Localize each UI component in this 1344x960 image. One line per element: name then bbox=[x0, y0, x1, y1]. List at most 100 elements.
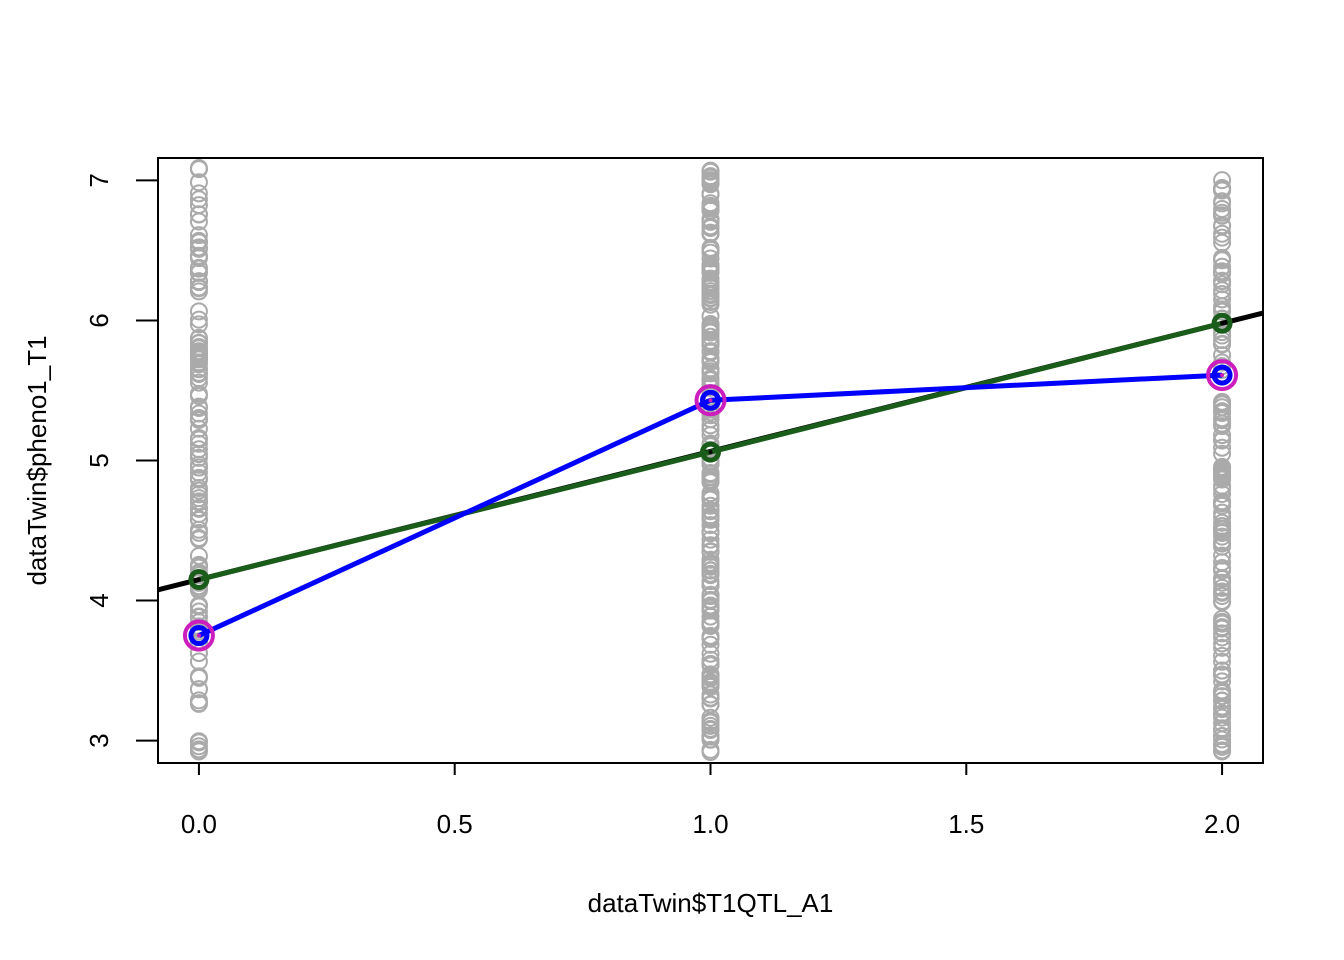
data-point bbox=[1213, 444, 1232, 463]
data-point bbox=[189, 602, 208, 621]
data-point bbox=[189, 479, 208, 498]
y-axis-label: dataTwin$pheno1_T1 bbox=[22, 335, 52, 585]
data-point bbox=[701, 288, 720, 307]
data-point bbox=[1213, 742, 1232, 761]
y-tick-label: 3 bbox=[84, 733, 114, 747]
group-mean-center bbox=[196, 633, 201, 638]
data-point bbox=[701, 629, 720, 648]
data-point bbox=[189, 485, 208, 504]
data-point bbox=[1213, 402, 1232, 421]
x-axis-label: dataTwin$T1QTL_A1 bbox=[588, 888, 834, 918]
data-point bbox=[1213, 417, 1232, 436]
data-point bbox=[701, 522, 720, 541]
data-point bbox=[701, 472, 720, 491]
raw-points bbox=[189, 158, 1232, 762]
data-point bbox=[189, 505, 208, 524]
data-point bbox=[189, 373, 208, 392]
data-point bbox=[1213, 513, 1232, 532]
data-point bbox=[1213, 672, 1232, 691]
data-point bbox=[701, 496, 720, 515]
fitted-value-point bbox=[1211, 312, 1233, 334]
data-point bbox=[189, 310, 208, 329]
data-point bbox=[1213, 469, 1232, 488]
data-point bbox=[701, 597, 720, 616]
data-point bbox=[189, 742, 208, 761]
data-point bbox=[701, 656, 720, 675]
data-point bbox=[1213, 687, 1232, 706]
x-tick-label: 1.0 bbox=[692, 809, 728, 839]
axes: 0.0 0.5 1.0 1.5 2.0 3 4 5 6 7 bbox=[84, 173, 1240, 839]
y-tick-label: 5 bbox=[84, 453, 114, 467]
data-point bbox=[1213, 251, 1232, 270]
data-point bbox=[1213, 431, 1232, 450]
data-point bbox=[189, 205, 208, 224]
data-point bbox=[1213, 619, 1232, 638]
data-point bbox=[701, 635, 720, 654]
data-point bbox=[701, 243, 720, 262]
x-tick-label: 0.0 bbox=[181, 809, 217, 839]
group-mean-point bbox=[188, 625, 210, 647]
data-point bbox=[701, 685, 720, 704]
data-point bbox=[701, 667, 720, 686]
data-point bbox=[1213, 224, 1232, 243]
data-point bbox=[1213, 583, 1232, 602]
data-point bbox=[1213, 646, 1232, 665]
data-point bbox=[189, 337, 208, 356]
data-point bbox=[1213, 534, 1232, 553]
data-point bbox=[1213, 346, 1232, 365]
data-point bbox=[189, 158, 208, 177]
data-point bbox=[701, 487, 720, 506]
data-point bbox=[1213, 393, 1232, 412]
fitted-value-center bbox=[708, 450, 713, 455]
data-point bbox=[189, 445, 208, 464]
data-point bbox=[189, 355, 208, 374]
y-tick-label: 7 bbox=[84, 173, 114, 187]
data-point bbox=[1213, 592, 1232, 611]
data-point bbox=[1213, 199, 1232, 218]
data-point bbox=[1213, 438, 1232, 457]
data-point bbox=[1213, 281, 1232, 300]
data-point bbox=[701, 342, 720, 361]
data-point bbox=[189, 246, 208, 265]
data-point bbox=[1213, 546, 1232, 565]
data-point bbox=[701, 601, 720, 620]
y-tick-label: 4 bbox=[84, 593, 114, 607]
data-point bbox=[701, 530, 720, 549]
data-point bbox=[189, 226, 208, 245]
data-point bbox=[1213, 691, 1232, 710]
data-point bbox=[701, 420, 720, 439]
data-point bbox=[189, 596, 208, 615]
summary-markers bbox=[182, 312, 1239, 652]
data-point bbox=[1213, 257, 1232, 276]
data-point bbox=[189, 369, 208, 388]
y-tick-label: 6 bbox=[84, 313, 114, 327]
data-point bbox=[1213, 217, 1232, 236]
data-point bbox=[1213, 665, 1232, 684]
data-point bbox=[189, 342, 208, 361]
fitted-value-center bbox=[196, 577, 201, 582]
data-point bbox=[1213, 459, 1232, 478]
data-point bbox=[701, 615, 720, 634]
data-point bbox=[189, 196, 208, 215]
data-point bbox=[1213, 721, 1232, 740]
data-point bbox=[1213, 275, 1232, 294]
data-point bbox=[701, 502, 720, 521]
data-point bbox=[1213, 638, 1232, 657]
data-point bbox=[1213, 634, 1232, 653]
data-point bbox=[701, 675, 720, 694]
group-mean-ring bbox=[182, 619, 215, 652]
data-point bbox=[189, 607, 208, 626]
data-point bbox=[189, 470, 208, 489]
data-point bbox=[1213, 181, 1232, 200]
data-point bbox=[701, 695, 720, 714]
data-point bbox=[701, 553, 720, 572]
data-point bbox=[701, 168, 720, 187]
data-point bbox=[189, 397, 208, 416]
data-point bbox=[1213, 578, 1232, 597]
fitted-value-point bbox=[188, 569, 210, 591]
data-point bbox=[189, 434, 208, 453]
data-point bbox=[701, 350, 720, 369]
group-mean-ring bbox=[694, 384, 727, 417]
data-point bbox=[189, 365, 208, 384]
